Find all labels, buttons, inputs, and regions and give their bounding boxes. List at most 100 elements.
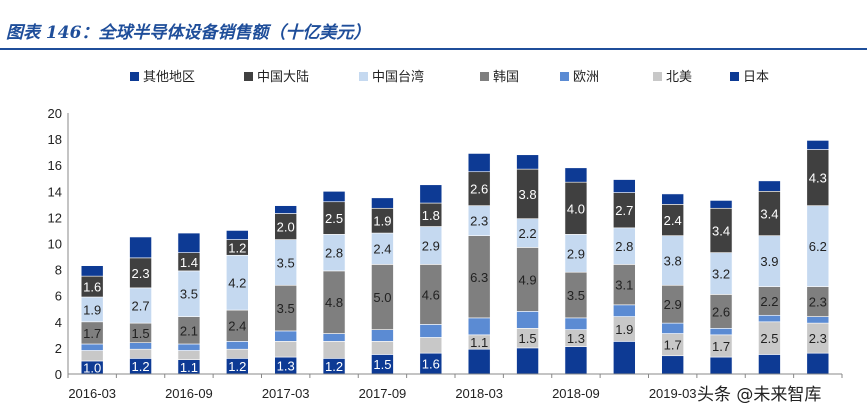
y-tick-label: 4	[55, 315, 62, 330]
data-label: 3.5	[277, 301, 295, 316]
y-tick-label: 6	[55, 289, 62, 304]
legend-label: 其他地区	[143, 70, 195, 85]
bar-segment	[80, 343, 104, 351]
data-label: 3.8	[519, 187, 537, 202]
bar-segment	[661, 322, 684, 334]
data-label: 1.7	[712, 339, 730, 354]
data-label: 2.3	[809, 295, 827, 310]
y-tick-label: 16	[48, 158, 62, 173]
bar-segment	[564, 167, 588, 183]
bar-segment	[613, 304, 636, 317]
x-axis: 2016-03 2016-09 2017-03 2017-09 2018-03 2018-…	[67, 373, 843, 401]
bar-segment	[419, 184, 443, 204]
bar-segment	[274, 205, 297, 214]
legend-swatch	[244, 72, 253, 81]
y-tick-label: 8	[55, 263, 62, 278]
data-label: 2.8	[615, 239, 633, 254]
bar-segment	[226, 348, 249, 359]
data-label: 3.5	[277, 255, 295, 270]
data-label: 1.7	[664, 338, 682, 353]
legend-swatch	[130, 72, 139, 81]
x-tick-label: 2016-03	[68, 386, 116, 401]
legend-swatch	[560, 72, 569, 81]
bar-segment	[613, 341, 636, 375]
data-label: 2.5	[760, 331, 778, 346]
data-label: 1.5	[132, 326, 150, 341]
bar-segment	[322, 341, 346, 359]
bar-segment	[177, 232, 201, 253]
bar-segment	[806, 316, 830, 324]
bar-segment	[806, 352, 830, 375]
bars-layer: 1.0 1.7 1.9 1.6 1.2 1.5 2.7 2.3 1.1 2.1 3.5 1.4 1.2 2…	[80, 140, 830, 375]
legend-label: 中国台湾	[372, 69, 424, 85]
y-tick-label: 0	[55, 367, 62, 382]
data-label: 2.3	[132, 266, 150, 281]
bar-segment	[709, 328, 733, 336]
bar-segment	[226, 230, 249, 240]
legend-swatch	[653, 72, 662, 81]
bar-segment	[467, 348, 491, 375]
x-tick-label: 2018-09	[552, 386, 600, 401]
data-label: 2.4	[228, 319, 246, 334]
bar-segment	[467, 153, 491, 173]
data-label: 2.3	[470, 214, 488, 229]
chart-title: 图表 146：全球半导体设备销售额（十亿美元）	[6, 23, 371, 43]
data-label: 3.4	[760, 206, 778, 221]
data-label: 2.3	[809, 331, 827, 346]
data-label: 1.2	[228, 359, 246, 374]
bar-segment	[129, 348, 152, 359]
chart-legend: 其他地区 中国大陆 中国台湾 韩国 欧洲 北美 日本	[130, 69, 769, 85]
x-tick-label: 2017-09	[359, 386, 407, 401]
data-label: 1.7	[83, 326, 101, 341]
data-label: 1.6	[422, 357, 440, 372]
data-label: 4.6	[422, 287, 440, 302]
title-divider	[0, 48, 867, 50]
data-label: 1.9	[373, 214, 391, 229]
data-label: 3.9	[760, 254, 778, 269]
bar-segment	[709, 200, 733, 209]
data-label: 1.3	[277, 359, 295, 374]
bar-segment	[419, 337, 443, 354]
legend-label: 韩国	[493, 70, 519, 85]
data-label: 3.5	[180, 287, 198, 302]
data-label: 1.4	[180, 255, 198, 270]
data-label: 2.7	[615, 203, 633, 218]
x-tick-label: 2016-09	[165, 386, 213, 401]
data-label: 2.7	[132, 298, 150, 313]
bar-segment	[613, 179, 636, 193]
bar-segment	[758, 314, 781, 323]
data-label: 1.8	[422, 208, 440, 223]
data-label: 2.2	[519, 226, 537, 241]
data-label: 3.2	[712, 267, 730, 282]
bar-segment	[564, 346, 588, 375]
data-label: 1.1	[180, 360, 198, 375]
bar-segment	[661, 355, 684, 375]
bar-segment	[758, 180, 781, 192]
legend-label: 日本	[743, 70, 769, 85]
data-label: 2.5	[325, 211, 343, 226]
bar-segment	[274, 330, 297, 342]
bar-segment	[274, 341, 297, 358]
data-label: 2.9	[664, 297, 682, 312]
bar-segment	[80, 350, 104, 362]
bar-segment	[516, 154, 539, 170]
data-label: 2.9	[422, 238, 440, 253]
data-label: 5.0	[373, 290, 391, 305]
data-label: 2.2	[760, 294, 778, 309]
bar-segment	[758, 354, 781, 375]
data-label: 4.8	[325, 295, 343, 310]
data-label: 1.2	[132, 359, 150, 374]
bar-segment	[129, 236, 152, 259]
data-label: 1.5	[373, 357, 391, 372]
data-label: 2.0	[277, 220, 295, 235]
bar-segment	[661, 193, 684, 205]
data-label: 3.1	[615, 278, 633, 293]
data-label: 6.2	[809, 239, 827, 254]
data-label: 1.5	[519, 331, 537, 346]
legend-swatch	[730, 72, 739, 81]
legend-swatch	[480, 72, 489, 81]
data-label: 1.0	[83, 360, 101, 375]
bar-segment	[419, 324, 443, 338]
y-tick-label: 2	[55, 341, 62, 356]
